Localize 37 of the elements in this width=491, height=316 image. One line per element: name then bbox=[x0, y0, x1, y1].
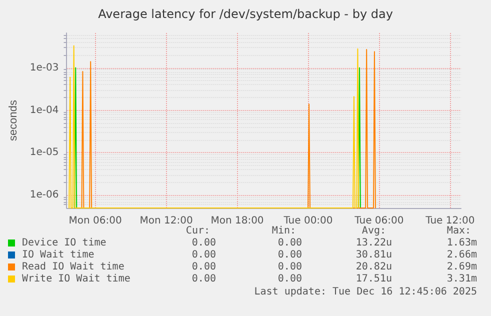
text: 20.82u bbox=[356, 262, 392, 272]
text: 0.00 bbox=[278, 238, 302, 248]
text: 0.00 bbox=[278, 274, 302, 284]
x-tick-label: Tue 00:00 bbox=[282, 216, 333, 226]
x-tick-label: Tue 06:00 bbox=[354, 216, 404, 226]
text: Cur: bbox=[186, 226, 210, 236]
legend-label: IO Wait time bbox=[22, 250, 94, 260]
text: 2.66m bbox=[446, 250, 477, 260]
text: 1.63m bbox=[446, 238, 477, 248]
text: Max: bbox=[446, 226, 472, 236]
text: Avg: bbox=[362, 226, 386, 236]
text: 0.00 bbox=[192, 250, 216, 260]
text: 2.69m bbox=[446, 262, 477, 272]
y-tick-label: 1e-04 bbox=[30, 104, 59, 116]
text: 30.81u bbox=[356, 250, 392, 260]
y-tick-label: 1e-03 bbox=[30, 62, 59, 74]
y-tick-label: 1e-06 bbox=[30, 190, 59, 201]
text: Last update: Tue Dec 16 12:45:06 2025 bbox=[254, 286, 477, 298]
text: 17.51u bbox=[356, 274, 392, 284]
y-axis-title: seconds bbox=[8, 100, 20, 141]
legend-label: Device IO time bbox=[22, 238, 106, 248]
text: Min: bbox=[272, 226, 296, 236]
text: 0.00 bbox=[278, 250, 302, 260]
text: 3.31m bbox=[446, 274, 477, 284]
legend-label: Write IO Wait time bbox=[22, 274, 130, 284]
x-tick-label: Tue 12:00 bbox=[424, 216, 475, 226]
chart-title: Average latency for /dev/system/backup - by day bbox=[98, 7, 393, 21]
x-tick-label: Mon 12:00 bbox=[140, 216, 193, 226]
y-tick-label: 1e-05 bbox=[30, 147, 59, 158]
x-tick-label: Mon 18:00 bbox=[210, 216, 264, 226]
legend-label: Read IO Wait time bbox=[22, 262, 124, 272]
text: 0.00 bbox=[192, 262, 216, 272]
text: 0.00 bbox=[192, 274, 216, 284]
x-tick-label: Mon 06:00 bbox=[68, 216, 122, 226]
text: 0.00 bbox=[192, 238, 216, 248]
text: 0.00 bbox=[278, 262, 302, 272]
text: 13.22u bbox=[356, 238, 392, 248]
